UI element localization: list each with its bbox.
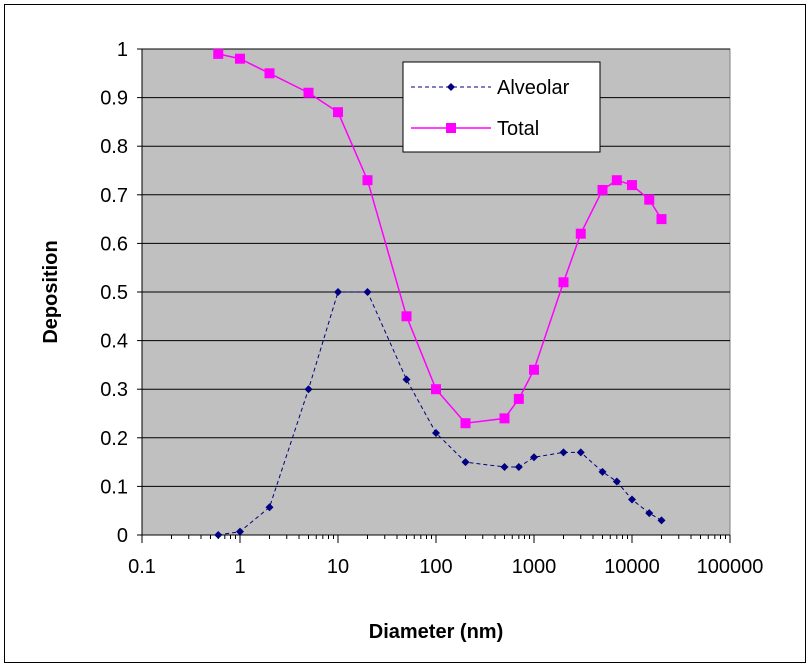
data-point xyxy=(656,214,667,225)
data-point xyxy=(530,453,538,462)
data-point xyxy=(362,175,373,186)
legend-marker xyxy=(446,123,456,133)
data-point xyxy=(627,180,637,191)
data-point xyxy=(334,288,342,296)
data-point xyxy=(514,462,523,471)
x-tick-label: 10000 xyxy=(604,556,660,578)
data-point xyxy=(499,413,510,424)
legend-box xyxy=(402,61,601,153)
series-alveolar xyxy=(214,288,666,539)
data-point xyxy=(644,194,655,205)
y-tick-label: 0.9 xyxy=(100,88,128,110)
x-tick-label: 1000 xyxy=(512,556,557,578)
legend-item: Total xyxy=(411,118,539,140)
legend-item: Alveolar xyxy=(411,77,570,99)
data-point xyxy=(432,428,440,437)
data-point xyxy=(628,495,636,504)
y-tick-label: 0.3 xyxy=(100,379,128,401)
series-layer xyxy=(213,48,667,539)
x-axis-title: Diameter (nm) xyxy=(369,621,503,643)
data-point xyxy=(500,462,509,471)
data-point xyxy=(402,375,411,384)
series-total xyxy=(213,48,667,429)
data-point xyxy=(529,364,539,375)
data-point xyxy=(612,477,621,486)
data-point xyxy=(213,48,224,59)
data-point xyxy=(235,53,245,64)
legend: Alveolar Total xyxy=(402,61,601,153)
data-point xyxy=(575,228,586,239)
data-point xyxy=(611,175,622,186)
data-point xyxy=(214,531,223,539)
y-tick-label: 0.1 xyxy=(100,476,128,498)
y-tick-label: 0.4 xyxy=(100,331,128,353)
y-tick-label: 0.6 xyxy=(100,233,128,255)
data-point xyxy=(598,467,607,476)
legend-label: Total xyxy=(497,118,539,140)
data-point xyxy=(461,458,470,467)
data-point xyxy=(558,277,569,288)
y-tick-label: 1 xyxy=(117,39,128,61)
axes: 00.10.20.30.40.50.60.70.80.910.1 1 10 100 10… xyxy=(100,39,763,578)
data-point xyxy=(304,385,313,394)
x-tick-label: 100 xyxy=(419,556,452,578)
y-tick-label: 0.5 xyxy=(100,282,128,304)
data-point xyxy=(303,87,314,98)
y-tick-label: 0.7 xyxy=(100,185,128,207)
y-tick-label: 0.2 xyxy=(100,428,128,450)
data-point xyxy=(431,384,441,395)
y-tick-label: 0 xyxy=(117,525,128,547)
data-point xyxy=(657,516,666,525)
data-point xyxy=(236,527,244,536)
x-tick-label: 1 xyxy=(234,556,245,578)
legend-marker xyxy=(447,83,455,91)
data-point xyxy=(401,311,412,322)
data-point xyxy=(513,393,524,404)
data-point xyxy=(597,184,608,195)
data-point xyxy=(363,288,372,296)
data-point xyxy=(265,503,274,512)
data-point xyxy=(333,107,343,118)
data-point xyxy=(460,418,471,429)
data-point xyxy=(645,509,654,518)
data-point xyxy=(264,68,275,79)
x-tick-label: 100000 xyxy=(697,556,764,578)
data-point xyxy=(576,448,585,457)
data-point xyxy=(559,448,568,457)
x-tick-label: 10 xyxy=(327,556,349,578)
y-tick-label: 0.8 xyxy=(100,136,128,158)
legend-label: Alveolar xyxy=(497,77,570,99)
y-axis-title: Deposition xyxy=(40,240,62,343)
x-tick-label: 0.1 xyxy=(128,556,156,578)
